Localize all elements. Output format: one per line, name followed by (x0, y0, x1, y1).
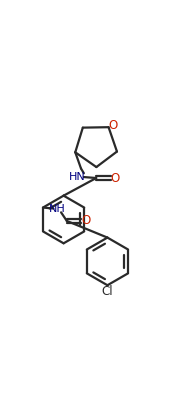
Text: O: O (81, 214, 90, 227)
Text: NH: NH (49, 204, 66, 214)
Text: HN: HN (69, 172, 86, 182)
Text: O: O (109, 119, 118, 132)
Text: O: O (111, 171, 120, 184)
Text: Cl: Cl (102, 285, 113, 298)
